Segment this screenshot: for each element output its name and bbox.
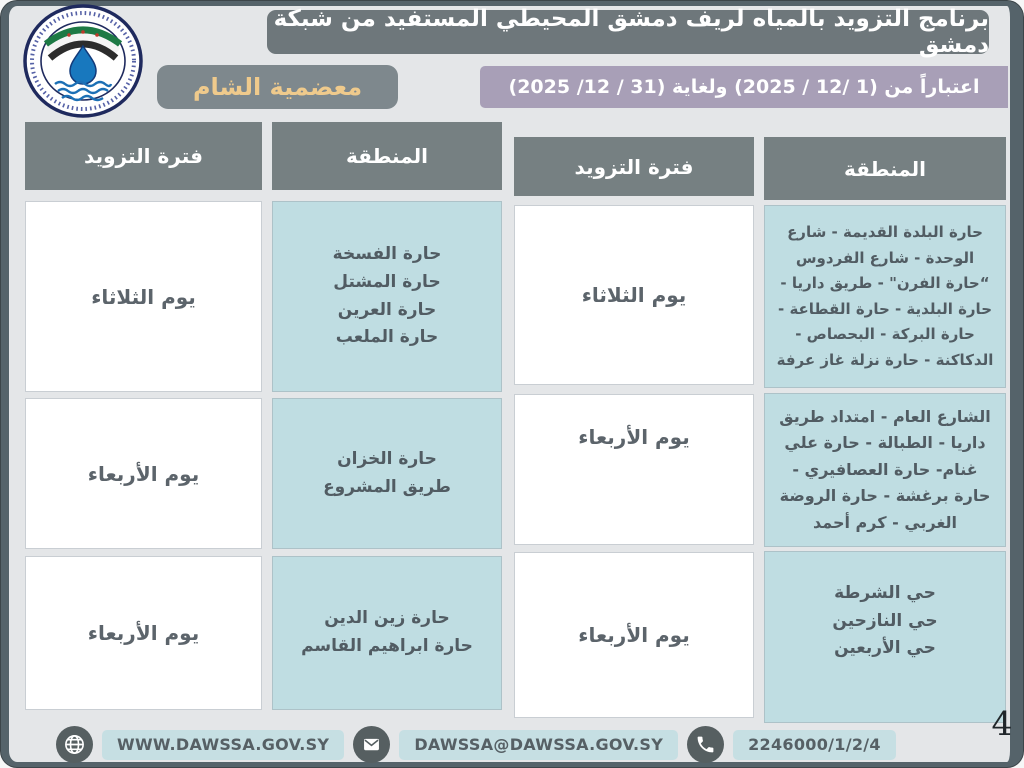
period-cell: يوم الأربعاء: [514, 394, 754, 545]
region-cell: حارة زين الدين حارة ابراهيم القاسم: [272, 556, 502, 710]
period-cell: يوم الأربعاء: [25, 556, 262, 710]
right-table-region-column: المنطقة حارة البلدة القديمة - شارع الوحد…: [764, 137, 1006, 723]
right-table-period-column: فترة التزويد يوم الثلاثاء يوم الأربعاء ي…: [514, 137, 754, 718]
area-badge: معضمية الشام: [157, 65, 398, 109]
page-title: برنامج التزويد بالمياه لريف دمشق المحيطي…: [267, 6, 989, 58]
period-cell: يوم الأربعاء: [514, 552, 754, 718]
footer-phone: 2246000/1/2/4: [733, 729, 896, 760]
period-cell: يوم الأربعاء: [25, 398, 262, 549]
water-drop-emblem-icon: [23, 4, 143, 118]
footer-email: DAWSSA@DAWSSA.GOV.SY: [399, 729, 679, 760]
region-cell: حارة البلدة القديمة - شارع الوحدة - شارع…: [764, 205, 1006, 388]
dawssa-logo: [22, 4, 144, 118]
period-cell: يوم الثلاثاء: [514, 205, 754, 385]
region-cell: حارة الخزان طريق المشروع: [272, 398, 502, 549]
email-icon: [353, 726, 391, 763]
region-cell: حارة الفسخة حارة المشتل حارة العرين حارة…: [272, 201, 502, 392]
column-header-region: المنطقة: [272, 122, 502, 190]
column-header-period: فترة التزويد: [25, 122, 262, 190]
globe-icon: [56, 726, 93, 763]
left-table-region-column: المنطقة حارة الفسخة حارة المشتل حارة الع…: [272, 122, 502, 710]
period-cell: يوم الثلاثاء: [25, 201, 262, 392]
left-table-period-column: فترة التزويد يوم الثلاثاء يوم الأربعاء ي…: [25, 122, 262, 710]
footer-website: WWW.DAWSSA.GOV.SY: [102, 729, 345, 760]
column-header-period: فترة التزويد: [514, 137, 754, 196]
region-cell: الشارع العام - امتداد طريق داريا - الطبا…: [764, 393, 1006, 547]
page-number: 4: [991, 704, 1013, 743]
column-header-region: المنطقة: [764, 137, 1006, 200]
date-range-bar: اعتباراً من (1 /12 / 2025) ولغاية (31 / …: [480, 66, 1008, 108]
footer-contact-bar: WWW.DAWSSA.GOV.SY DAWSSA@DAWSSA.GOV.SY 2…: [56, 726, 896, 763]
region-cell: حي الشرطة حي النازحين حي الأربعين: [764, 551, 1006, 723]
phone-icon: [687, 726, 725, 763]
